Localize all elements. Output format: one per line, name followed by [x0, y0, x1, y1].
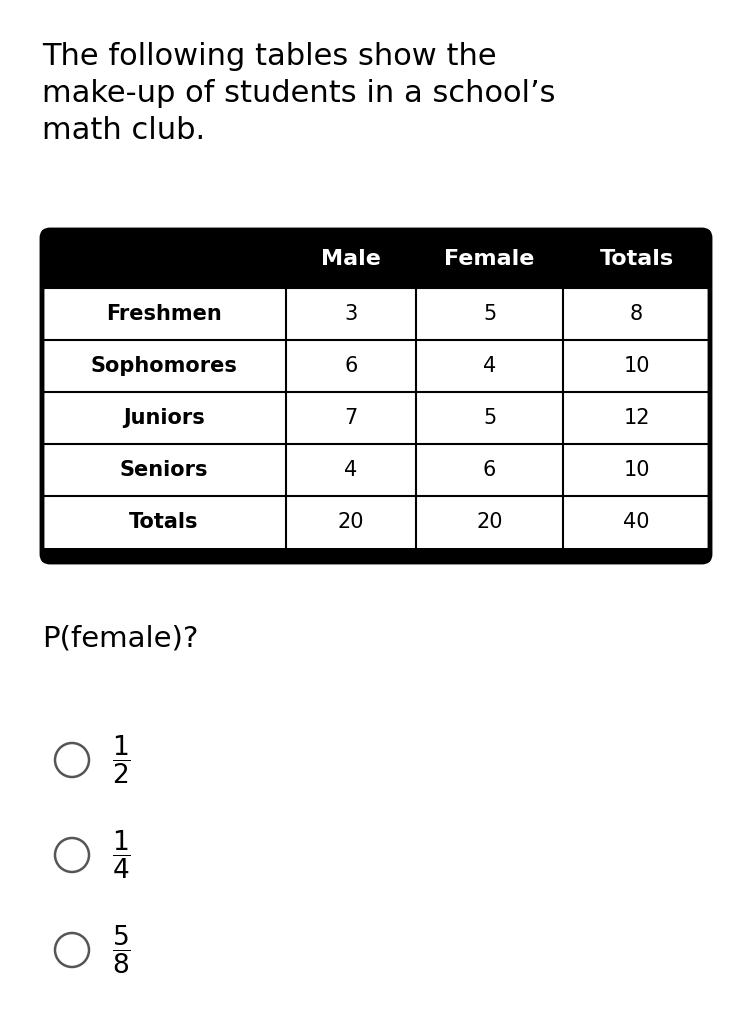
Text: 20: 20: [476, 512, 502, 532]
Text: 5: 5: [483, 408, 496, 428]
Bar: [42, 230, 710, 288]
Text: 5: 5: [483, 304, 496, 324]
Bar: [42, 288, 710, 340]
Text: 10: 10: [623, 460, 650, 480]
Text: Seniors: Seniors: [120, 460, 208, 480]
Text: Juniors: Juniors: [123, 408, 205, 428]
Bar: [42, 392, 710, 444]
Text: Female: Female: [444, 249, 535, 269]
Text: $\dfrac{5}{8}$: $\dfrac{5}{8}$: [112, 924, 130, 976]
Text: The following tables show the
make-up of students in a school’s
math club.: The following tables show the make-up of…: [42, 42, 556, 145]
Text: $\dfrac{1}{4}$: $\dfrac{1}{4}$: [112, 828, 130, 881]
Text: 8: 8: [630, 304, 643, 324]
Text: 10: 10: [623, 356, 650, 376]
Text: Sophomores: Sophomores: [91, 356, 237, 376]
Text: 40: 40: [623, 512, 650, 532]
Text: 6: 6: [344, 356, 358, 376]
Text: 6: 6: [483, 460, 496, 480]
Text: 4: 4: [344, 460, 358, 480]
Text: Freshmen: Freshmen: [106, 304, 222, 324]
Bar: [42, 496, 710, 548]
Text: $\dfrac{1}{2}$: $\dfrac{1}{2}$: [112, 734, 130, 786]
Text: 12: 12: [623, 408, 650, 428]
Text: P(female)?: P(female)?: [42, 625, 198, 653]
Bar: [42, 340, 710, 392]
Text: Totals: Totals: [129, 512, 199, 532]
Text: Male: Male: [321, 249, 381, 269]
Text: 3: 3: [344, 304, 358, 324]
Bar: [42, 444, 710, 496]
Bar: [42, 548, 710, 562]
Text: 7: 7: [344, 408, 358, 428]
Text: 20: 20: [338, 512, 364, 532]
Text: Totals: Totals: [599, 249, 674, 269]
Text: 4: 4: [483, 356, 496, 376]
